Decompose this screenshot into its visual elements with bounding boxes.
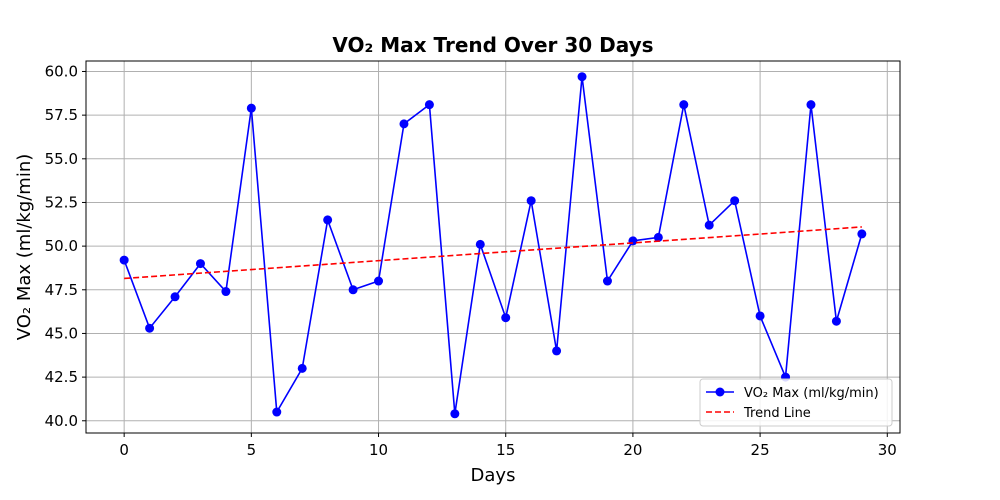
data-point <box>272 407 282 417</box>
x-tick-label: 30 <box>878 441 897 459</box>
data-point <box>679 100 689 110</box>
data-point <box>323 215 333 225</box>
legend-box <box>699 378 893 427</box>
data-point <box>806 100 816 110</box>
data-point <box>501 313 511 323</box>
legend-label: Trend Line <box>743 406 811 421</box>
data-point <box>424 100 434 110</box>
data-point <box>730 196 740 206</box>
x-tick-label: 10 <box>369 441 388 459</box>
series-layer <box>119 72 867 419</box>
data-point <box>195 259 205 269</box>
y-tick-label: 47.5 <box>45 281 78 299</box>
x-tick-label: 0 <box>119 441 129 459</box>
tick-layer: 0 5 10 15 20 25 30 40.0 42.5 45.0 47.5 50.0 52.5 55.0… <box>45 62 897 459</box>
grid-layer <box>86 61 900 433</box>
data-point <box>628 236 638 246</box>
data-point <box>399 119 409 129</box>
series-line-trend <box>124 226 862 280</box>
y-axis-label: VO₂ Max (ml/kg/min) <box>14 154 35 341</box>
y-tick-label: 52.5 <box>45 193 78 211</box>
data-point <box>552 346 562 356</box>
data-point <box>348 285 358 295</box>
data-point <box>221 287 231 297</box>
legend-label: VO₂ Max (ml/kg/min) <box>744 386 879 401</box>
data-point <box>653 232 663 242</box>
y-tick-label: 50.0 <box>45 237 78 255</box>
plot-frame <box>85 60 901 434</box>
x-tick-label: 25 <box>751 441 770 459</box>
y-tick-label: 45.0 <box>45 324 78 342</box>
x-tick-label: 15 <box>496 441 515 459</box>
data-point <box>755 311 765 321</box>
data-point <box>374 276 384 286</box>
data-point <box>246 103 256 113</box>
data-point <box>526 196 536 206</box>
data-point <box>145 323 155 333</box>
y-tick-label: 42.5 <box>45 368 78 386</box>
chart-title: VO₂ Max Trend Over 30 Days <box>332 33 653 57</box>
data-point <box>170 292 180 302</box>
legend-marker <box>715 387 725 397</box>
data-point <box>831 316 841 326</box>
data-point <box>577 72 587 82</box>
y-tick-label: 57.5 <box>45 106 78 124</box>
data-point <box>297 363 307 373</box>
series-line-vo2-max <box>123 76 863 415</box>
data-point <box>450 409 460 419</box>
data-point <box>475 239 485 249</box>
x-tick-label: 5 <box>247 441 257 459</box>
x-axis-label: Days <box>471 465 516 486</box>
data-point <box>857 229 867 239</box>
legend: VO₂ Max (ml/kg/min) Trend Line <box>699 378 893 427</box>
y-tick-label: 60.0 <box>45 62 78 80</box>
x-tick-label: 20 <box>623 441 642 459</box>
data-point <box>704 220 714 230</box>
y-tick-label: 40.0 <box>45 412 78 430</box>
data-point <box>119 255 129 265</box>
data-point <box>602 276 612 286</box>
y-tick-label: 55.0 <box>45 150 78 168</box>
